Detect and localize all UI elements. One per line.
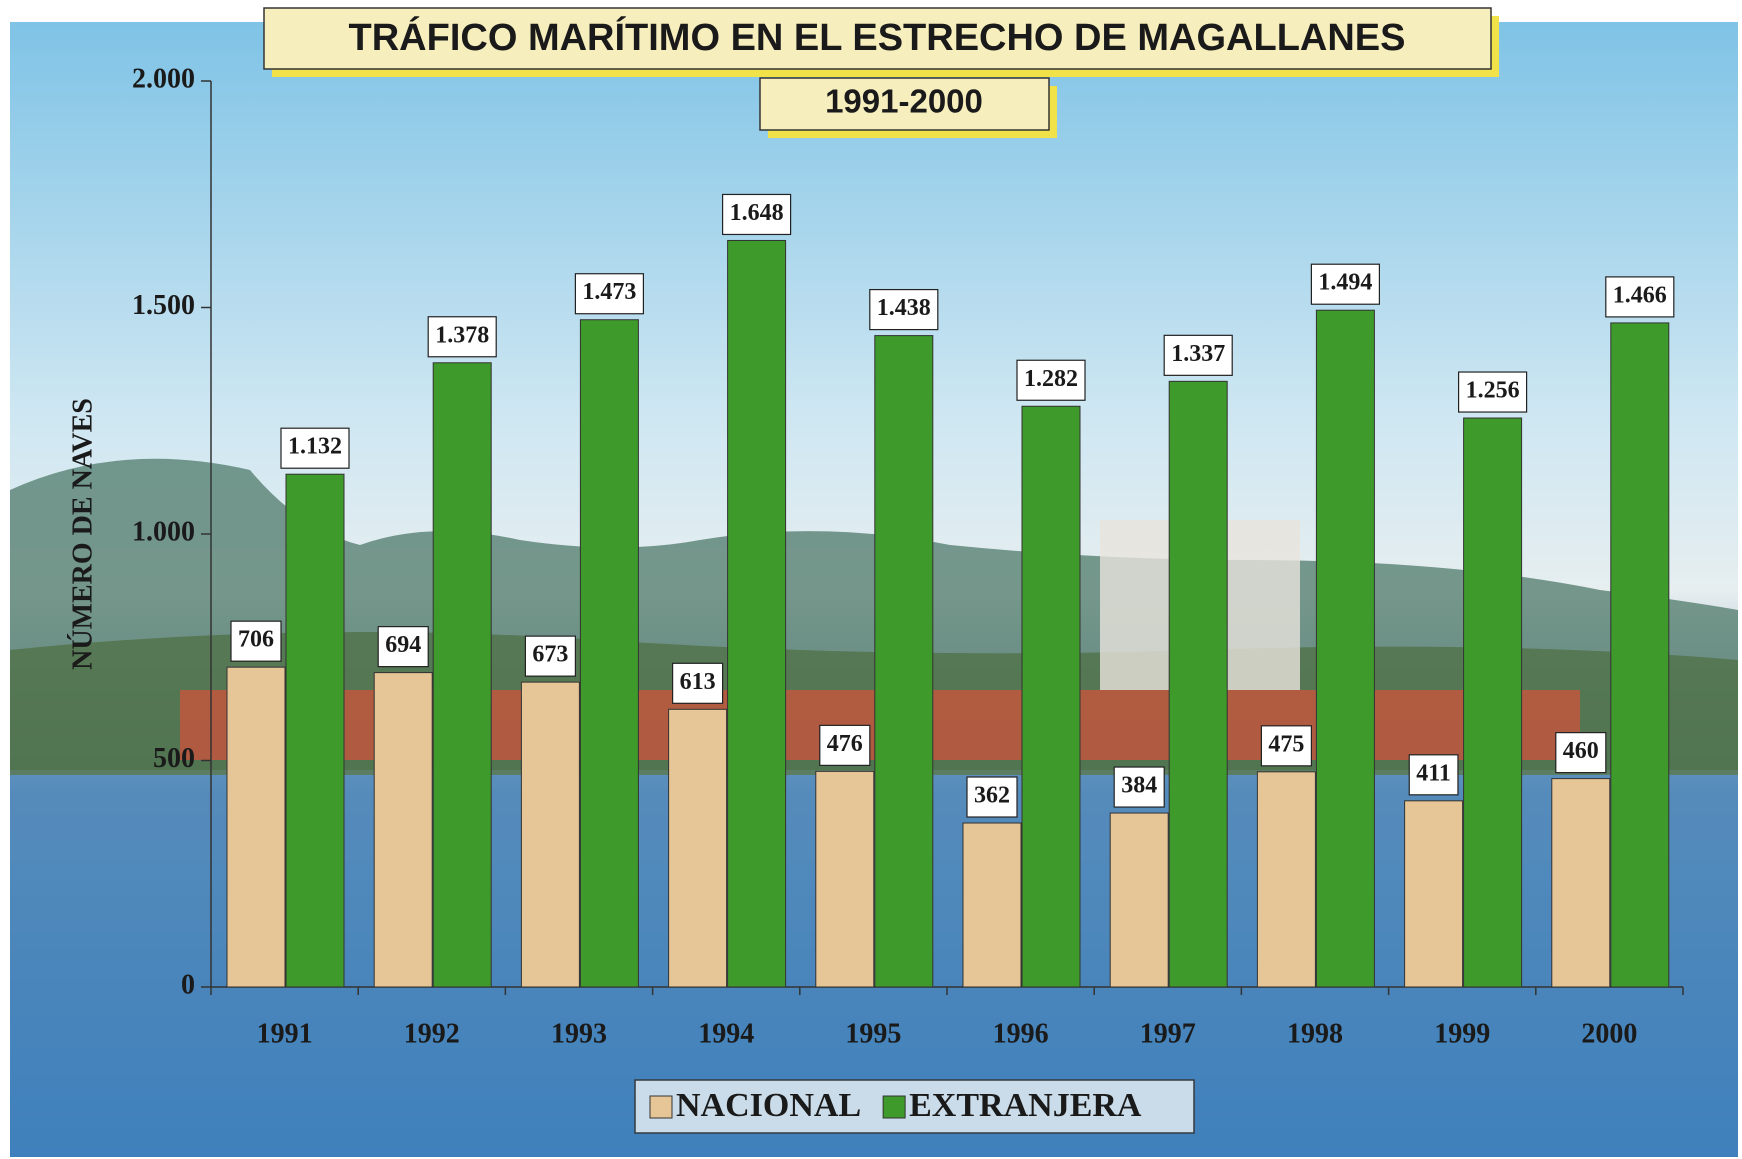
legend-swatch: [883, 1096, 905, 1118]
value-label: 694: [385, 632, 421, 658]
x-tick-label: 1997: [1140, 1018, 1196, 1049]
value-label: 1.438: [877, 295, 931, 321]
value-label: 706: [238, 627, 274, 653]
legend-label: EXTRANJERA: [909, 1087, 1142, 1124]
x-tick-label: 1992: [404, 1018, 460, 1049]
value-label: 460: [1563, 738, 1599, 764]
value-label: 1.494: [1318, 270, 1372, 296]
chart-subtitle: 1991-2000: [825, 83, 983, 120]
bar: [286, 474, 344, 987]
value-label: 673: [532, 642, 568, 668]
x-tick-label: 1996: [993, 1018, 1049, 1049]
value-label: 1.337: [1171, 341, 1225, 367]
y-tick-label: 2.000: [132, 63, 195, 94]
bar: [1022, 406, 1080, 987]
bar: [669, 709, 727, 987]
x-tick-label: 1993: [551, 1018, 607, 1049]
value-label: 1.466: [1613, 282, 1667, 308]
x-tick-label: 1998: [1287, 1018, 1343, 1049]
chart: TRÁFICO MARÍTIMO EN EL ESTRECHO DE MAGAL…: [0, 0, 1742, 1159]
y-tick-label: 0: [181, 969, 195, 1000]
bar: [875, 336, 933, 987]
bar: [1316, 310, 1374, 987]
x-tick-label: 1994: [698, 1018, 754, 1049]
bar: [521, 682, 579, 987]
value-label: 475: [1268, 731, 1304, 757]
bar: [433, 363, 491, 987]
value-label: 613: [680, 669, 716, 695]
legend-swatch: [650, 1096, 672, 1118]
value-label: 362: [974, 783, 1010, 809]
value-label: 1.132: [288, 434, 342, 460]
bar: [963, 823, 1021, 987]
bar: [1464, 418, 1522, 987]
x-tick-label: 1999: [1434, 1018, 1490, 1049]
value-label: 1.282: [1024, 366, 1078, 392]
bar: [1110, 813, 1168, 987]
legend-label: NACIONAL: [676, 1087, 861, 1124]
bar: [374, 673, 432, 987]
bar: [1405, 801, 1463, 987]
value-label: 384: [1121, 773, 1157, 799]
bar: [728, 240, 786, 987]
x-tick-label: 2000: [1581, 1018, 1637, 1049]
y-tick-label: 500: [153, 743, 195, 774]
value-label: 476: [827, 731, 863, 757]
value-label: 1.256: [1466, 378, 1520, 404]
bar: [1169, 381, 1227, 987]
x-tick-label: 1995: [845, 1018, 901, 1049]
chart-title: TRÁFICO MARÍTIMO EN EL ESTRECHO DE MAGAL…: [349, 15, 1406, 59]
x-tick-label: 1991: [257, 1018, 313, 1049]
bar: [1257, 772, 1315, 987]
y-axis-label: NÚMERO DE NAVES: [67, 398, 98, 670]
bar: [1552, 779, 1610, 987]
value-label: 411: [1416, 760, 1451, 786]
bar: [580, 320, 638, 987]
value-label: 1.648: [730, 200, 784, 226]
bar: [1611, 323, 1669, 987]
bar: [816, 771, 874, 987]
bar: [227, 667, 285, 987]
value-label: 1.378: [435, 322, 489, 348]
y-tick-label: 1.000: [132, 516, 195, 547]
y-tick-label: 1.500: [132, 290, 195, 321]
value-label: 1.473: [582, 279, 636, 305]
